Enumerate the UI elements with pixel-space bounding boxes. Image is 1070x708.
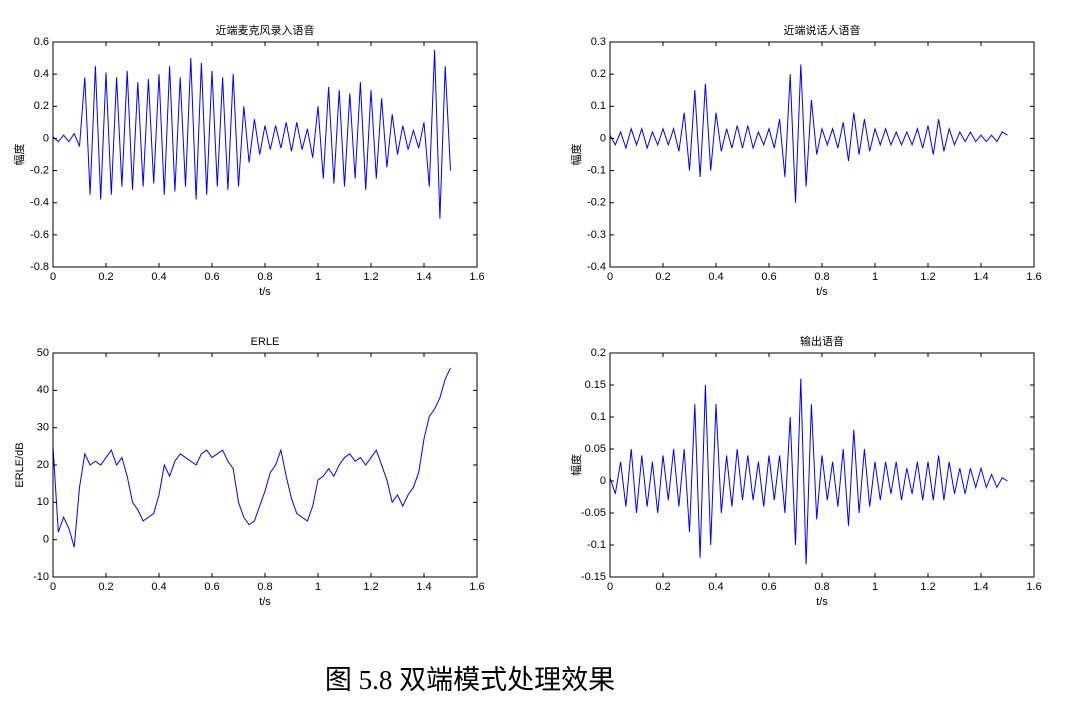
y-axis-label: 幅度 bbox=[12, 144, 26, 166]
x-tick-label: 0 bbox=[607, 271, 613, 283]
y-tick-label: -10 bbox=[33, 571, 49, 583]
y-tick-label: -0.1 bbox=[587, 164, 606, 176]
x-tick-label: 1.2 bbox=[363, 271, 378, 283]
x-tick-label: 0 bbox=[50, 271, 56, 283]
plot-area bbox=[610, 42, 1034, 267]
y-tick-label: 40 bbox=[37, 384, 49, 396]
x-tick-label: 0.6 bbox=[761, 271, 776, 283]
y-tick-label: 0.15 bbox=[585, 379, 606, 391]
y-tick-label: -0.2 bbox=[30, 164, 49, 176]
chart-title: 近端麦克风录入语音 bbox=[216, 23, 315, 37]
plot-area bbox=[53, 42, 477, 267]
x-tick-label: 1.4 bbox=[973, 581, 988, 593]
x-tick-label: 1.2 bbox=[920, 581, 935, 593]
y-tick-label: -0.1 bbox=[587, 539, 606, 551]
chart-title: 近端说话人语音 bbox=[784, 23, 861, 37]
y-tick-label: 0 bbox=[600, 475, 606, 487]
x-tick-label: 1.4 bbox=[416, 581, 431, 593]
x-tick-label: 0 bbox=[50, 581, 56, 593]
x-tick-label: 0.4 bbox=[151, 271, 166, 283]
y-tick-label: 0.1 bbox=[591, 100, 606, 112]
signal-line bbox=[609, 64, 1008, 203]
y-tick-label: 30 bbox=[37, 422, 49, 434]
y-tick-label: 10 bbox=[37, 496, 49, 508]
x-tick-label: 1.6 bbox=[469, 271, 484, 283]
y-axis-label: 幅度 bbox=[569, 454, 583, 476]
x-tick-label: 0.6 bbox=[761, 581, 776, 593]
chart-title: ERLE bbox=[251, 336, 280, 348]
plot-area bbox=[610, 353, 1034, 577]
x-axis-label: t/s bbox=[259, 286, 271, 298]
y-tick-label: 0 bbox=[600, 132, 606, 144]
x-tick-label: 1.2 bbox=[363, 581, 378, 593]
y-tick-label: 0 bbox=[43, 132, 49, 144]
x-tick-label: 0.8 bbox=[257, 581, 272, 593]
y-tick-label: 0.2 bbox=[591, 68, 606, 80]
x-tick-label: 0.4 bbox=[151, 581, 166, 593]
x-tick-label: 0.6 bbox=[204, 581, 219, 593]
x-tick-label: 0.8 bbox=[814, 271, 829, 283]
y-tick-label: 50 bbox=[37, 347, 49, 359]
y-tick-label: 0.05 bbox=[585, 443, 606, 455]
signal-line bbox=[52, 50, 451, 219]
y-tick-label: 0.1 bbox=[591, 411, 606, 423]
x-axis-label: t/s bbox=[816, 286, 828, 298]
x-tick-label: 0.6 bbox=[204, 271, 219, 283]
y-tick-label: -0.2 bbox=[587, 197, 606, 209]
x-tick-label: 1 bbox=[872, 271, 878, 283]
x-tick-label: 1 bbox=[872, 581, 878, 593]
signal-line bbox=[52, 367, 451, 548]
x-tick-label: 0.4 bbox=[708, 581, 723, 593]
x-tick-label: 0.2 bbox=[98, 271, 113, 283]
y-tick-label: 0.4 bbox=[34, 68, 49, 80]
x-tick-label: 0.4 bbox=[708, 271, 723, 283]
figure-caption: 图 5.8 双端模式处理效果 bbox=[325, 665, 615, 695]
y-tick-label: 20 bbox=[37, 459, 49, 471]
y-tick-label: 0 bbox=[43, 534, 49, 546]
x-tick-label: 0.2 bbox=[655, 581, 670, 593]
y-tick-label: 0.3 bbox=[591, 36, 606, 48]
x-tick-label: 1 bbox=[315, 271, 321, 283]
x-tick-label: 0.2 bbox=[98, 581, 113, 593]
x-tick-label: 1.6 bbox=[1026, 581, 1041, 593]
x-tick-label: 1.4 bbox=[416, 271, 431, 283]
x-axis-label: t/s bbox=[259, 596, 271, 608]
y-tick-label: 0.2 bbox=[34, 100, 49, 112]
y-tick-label: -0.4 bbox=[587, 261, 606, 273]
x-tick-label: 1.4 bbox=[973, 271, 988, 283]
x-tick-label: 1.6 bbox=[469, 581, 484, 593]
x-axis-label: t/s bbox=[816, 596, 828, 608]
x-tick-label: 1 bbox=[315, 581, 321, 593]
y-tick-label: -0.6 bbox=[30, 229, 49, 241]
y-axis-label: ERLE/dB bbox=[14, 442, 26, 487]
y-tick-label: -0.8 bbox=[30, 261, 49, 273]
x-tick-label: 0.8 bbox=[257, 271, 272, 283]
y-tick-label: 0.6 bbox=[34, 36, 49, 48]
y-tick-label: -0.4 bbox=[30, 197, 49, 209]
x-tick-label: 0.8 bbox=[814, 581, 829, 593]
x-tick-label: 0.2 bbox=[655, 271, 670, 283]
x-tick-label: 0 bbox=[607, 581, 613, 593]
y-tick-label: -0.15 bbox=[581, 571, 606, 583]
y-tick-label: -0.05 bbox=[581, 507, 606, 519]
chart-title: 输出语音 bbox=[800, 334, 844, 348]
y-tick-label: -0.3 bbox=[587, 229, 606, 241]
y-axis-label: 幅度 bbox=[569, 144, 583, 166]
x-tick-label: 1.6 bbox=[1026, 271, 1041, 283]
y-tick-label: 0.2 bbox=[591, 347, 606, 359]
x-tick-label: 1.2 bbox=[920, 271, 935, 283]
signal-line bbox=[609, 378, 1008, 565]
